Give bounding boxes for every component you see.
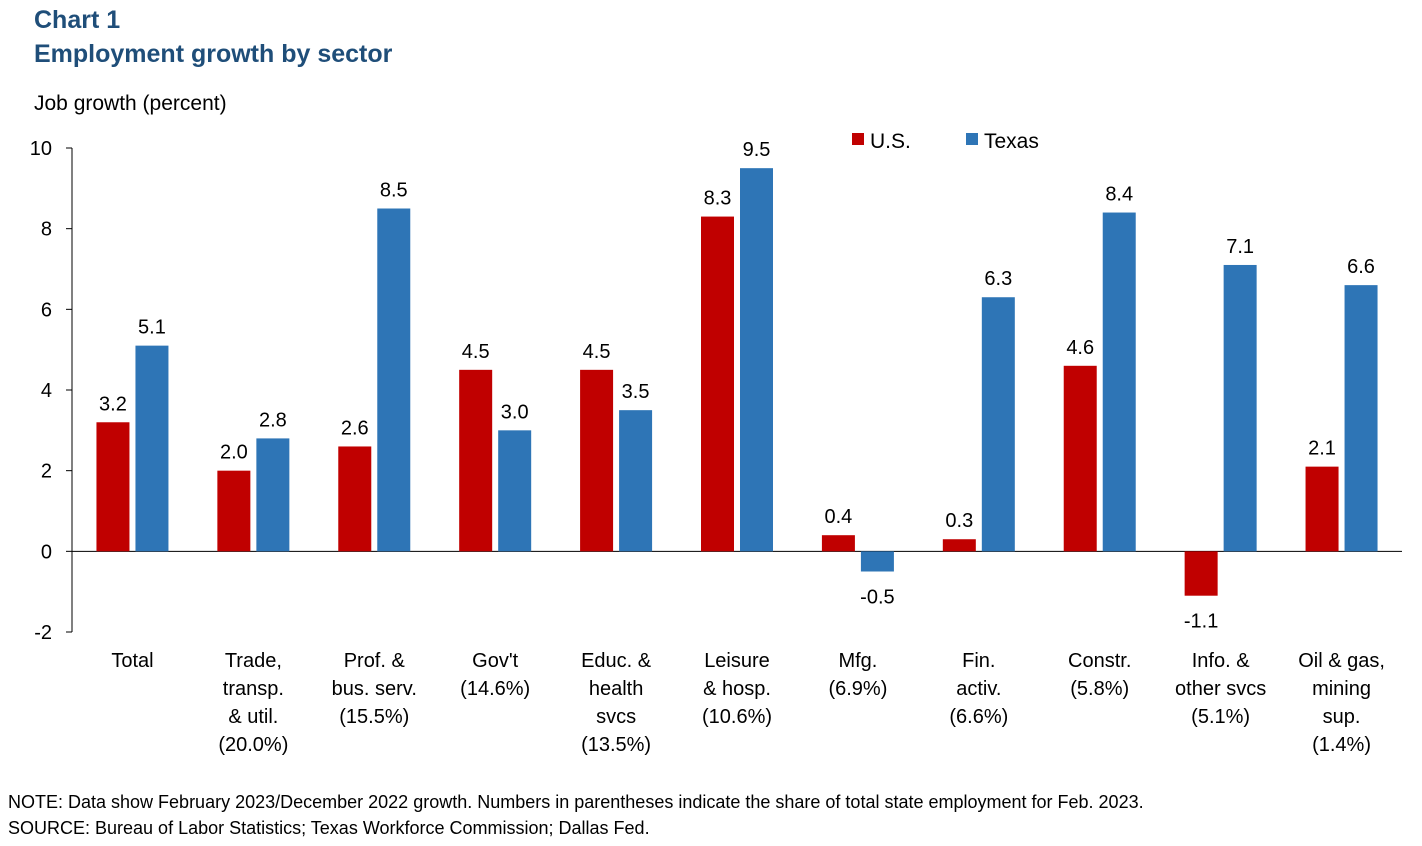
- x-tick-label: svcs: [596, 706, 636, 728]
- x-tick-label: mining: [1312, 678, 1371, 700]
- data-label: 4.6: [1066, 337, 1094, 359]
- bar-texas: [377, 208, 411, 552]
- x-tick-label: Leisure: [704, 650, 770, 672]
- y-tick-label: 0: [41, 541, 52, 563]
- data-label: -0.5: [860, 587, 894, 609]
- bar-us: [1184, 551, 1218, 596]
- x-tick-label: (13.5%): [581, 734, 651, 756]
- y-tick-label: 8: [41, 219, 52, 241]
- bar-us: [942, 539, 976, 552]
- bar-texas: [1102, 212, 1136, 552]
- bar-us: [217, 470, 251, 552]
- data-label: 4.5: [583, 341, 611, 363]
- bar-us: [821, 535, 855, 552]
- x-tick-label: Oil & gas,: [1298, 650, 1385, 672]
- x-tick-label: bus. serv.: [332, 678, 417, 700]
- x-tick-label: transp.: [223, 678, 284, 700]
- footnote-note: NOTE: Data show February 2023/December 2…: [8, 792, 1144, 812]
- y-tick-label: 4: [41, 380, 52, 402]
- x-tick-label: Prof. &: [344, 650, 406, 672]
- data-label: 8.3: [704, 188, 732, 210]
- data-label: 7.1: [1226, 236, 1254, 258]
- bar-us: [1305, 466, 1339, 552]
- bar-us: [459, 369, 493, 552]
- x-tick-label: (14.6%): [460, 678, 530, 700]
- data-label: 3.2: [99, 393, 127, 415]
- y-tick-label: 10: [30, 138, 52, 160]
- footnote-source: SOURCE: Bureau of Labor Statistics; Texa…: [8, 818, 650, 838]
- x-tick-label: Fin.: [962, 650, 995, 672]
- data-label: 3.5: [622, 381, 650, 403]
- y-tick-label: 6: [41, 299, 52, 321]
- x-tick-label: (6.6%): [949, 706, 1008, 728]
- x-tick-label: Educ. &: [581, 650, 652, 672]
- data-label: 6.3: [984, 268, 1012, 290]
- x-tick-label: (20.0%): [218, 734, 288, 756]
- x-tick-label: Total: [111, 650, 153, 672]
- bar-us: [701, 216, 734, 552]
- x-tick-label: sup.: [1323, 706, 1361, 728]
- x-tick-label: (5.1%): [1191, 706, 1250, 728]
- y-tick-label: -2: [34, 622, 52, 644]
- data-label: 2.8: [259, 409, 287, 431]
- data-label: 6.6: [1347, 256, 1375, 278]
- x-tick-label: health: [589, 678, 644, 700]
- data-label: 2.0: [220, 442, 248, 464]
- bar-us: [580, 369, 614, 552]
- x-tick-label: Mfg.: [838, 650, 877, 672]
- x-tick-label: activ.: [956, 678, 1001, 700]
- data-label: -1.1: [1184, 611, 1218, 633]
- bar-texas: [256, 438, 290, 552]
- x-tick-label: (6.9%): [828, 678, 887, 700]
- data-label: 0.4: [825, 506, 853, 528]
- bar-us: [338, 446, 372, 552]
- bar-texas: [135, 345, 169, 552]
- x-tick-label: (1.4%): [1312, 734, 1371, 756]
- bar-texas: [1344, 285, 1378, 552]
- data-label: 2.6: [341, 417, 369, 439]
- x-tick-label: Trade,: [225, 650, 282, 672]
- x-tick-label: Info. &: [1192, 650, 1250, 672]
- legend-swatch-texas: [966, 133, 978, 145]
- x-tick-label: Constr.: [1068, 650, 1131, 672]
- bar-texas: [619, 410, 653, 552]
- data-label: 5.1: [138, 317, 166, 339]
- x-tick-label: (5.8%): [1070, 678, 1129, 700]
- bar-texas: [860, 551, 894, 572]
- x-tick-label: (15.5%): [339, 706, 409, 728]
- bar-texas: [740, 168, 773, 552]
- data-label: 2.1: [1308, 438, 1336, 460]
- data-label: 0.3: [945, 510, 973, 532]
- y-axis-label: Job growth (percent): [34, 92, 227, 115]
- chart-title: Employment growth by sector: [34, 40, 393, 68]
- data-label: 9.5: [743, 139, 771, 161]
- x-tick-label: & util.: [228, 706, 278, 728]
- bar-us: [96, 422, 130, 552]
- data-label: 3.0: [501, 401, 529, 423]
- x-tick-label: Gov't: [472, 650, 518, 672]
- y-tick-label: 2: [41, 461, 52, 483]
- legend-label-us: U.S.: [870, 130, 911, 153]
- data-label: 8.4: [1105, 184, 1133, 206]
- x-tick-label: other svcs: [1175, 678, 1266, 700]
- legend-label-texas: Texas: [984, 130, 1039, 153]
- bar-texas: [981, 297, 1015, 552]
- legend-swatch-us: [852, 133, 864, 145]
- bar-texas: [498, 430, 532, 552]
- bar-us: [1063, 365, 1097, 552]
- data-label: 4.5: [462, 341, 490, 363]
- x-tick-label: & hosp.: [703, 678, 771, 700]
- data-label: 8.5: [380, 180, 408, 202]
- chart-number: Chart 1: [34, 6, 121, 34]
- x-tick-label: (10.6%): [702, 706, 772, 728]
- bar-texas: [1223, 264, 1257, 552]
